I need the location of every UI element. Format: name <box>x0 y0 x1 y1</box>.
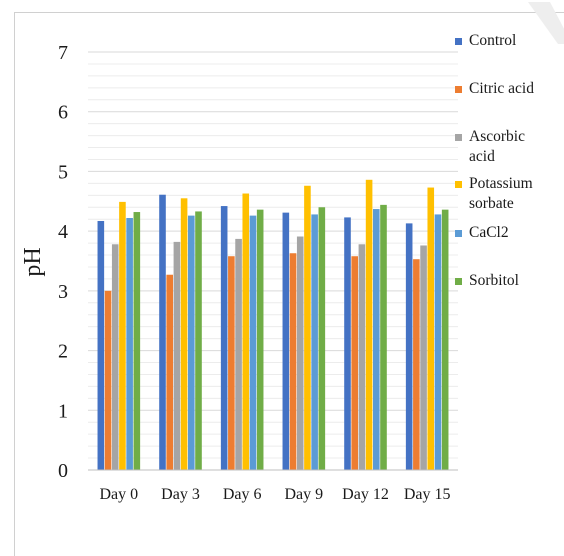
bar <box>282 212 290 471</box>
bar <box>380 204 387 470</box>
bar <box>159 194 166 470</box>
legend-item: Control <box>455 32 516 49</box>
y-axis-label: pH <box>20 247 46 276</box>
legend-item: Potassium sorbate <box>455 175 533 212</box>
bar <box>228 256 235 470</box>
bar <box>133 212 141 470</box>
bar <box>413 259 420 470</box>
y-tick-label: 6 <box>58 102 68 124</box>
legend: Control Citric acid Ascorbic acid Potassium s… <box>455 32 534 289</box>
legend-label: Potassium sorbate <box>469 175 533 212</box>
legend-swatch <box>455 86 462 93</box>
legend-label: Sorbitol <box>469 272 519 289</box>
y-axis-ticks: 0 1 2 3 4 5 6 7 <box>58 42 68 482</box>
bar <box>242 193 250 470</box>
watermark-logo <box>528 2 564 44</box>
bar <box>289 253 297 470</box>
bar <box>344 217 351 470</box>
bar <box>119 201 126 470</box>
y-tick-label: 3 <box>58 281 68 303</box>
legend-item: Ascorbic acid <box>455 128 525 165</box>
legend-item: Citric acid <box>455 80 534 97</box>
x-tick-label: Day 15 <box>404 486 451 503</box>
frame-border-left <box>14 12 15 556</box>
bar <box>405 223 413 470</box>
legend-swatch <box>455 181 462 188</box>
bar <box>180 198 188 471</box>
bar <box>195 211 202 471</box>
bar <box>173 241 181 470</box>
bar <box>111 244 119 470</box>
y-tick-label: 5 <box>58 161 68 183</box>
bar <box>256 209 264 470</box>
bar <box>420 245 427 470</box>
x-tick-label: Day 3 <box>161 486 200 503</box>
bar <box>249 215 257 470</box>
bar <box>304 185 311 470</box>
legend-label: Control <box>469 32 516 49</box>
legend-swatch <box>455 134 462 141</box>
bar <box>434 214 442 470</box>
bar <box>311 214 318 470</box>
legend-label: Ascorbic acid <box>469 128 525 165</box>
y-tick-label: 1 <box>58 400 68 422</box>
bar <box>351 256 358 470</box>
x-tick-label: Day 0 <box>100 486 139 503</box>
x-tick-label: Day 9 <box>285 486 324 503</box>
legend-label: CaCl2 <box>469 224 509 241</box>
legend-label: Citric acid <box>469 80 534 97</box>
y-tick-label: 0 <box>58 460 68 482</box>
bar <box>104 290 112 470</box>
bar <box>427 187 435 470</box>
bar <box>441 209 449 470</box>
bar <box>235 238 242 470</box>
bar <box>126 218 133 470</box>
bar <box>358 244 366 470</box>
bar <box>365 179 373 470</box>
legend-swatch <box>455 38 462 45</box>
x-tick-label: Day 12 <box>342 486 389 503</box>
bars <box>97 179 449 471</box>
bar <box>373 209 380 470</box>
x-axis-ticks: Day 0 Day 3 Day 6 Day 9 Day 12 Day 15 <box>100 486 451 503</box>
y-tick-label: 7 <box>58 42 68 64</box>
bar <box>318 207 326 470</box>
bar <box>97 220 105 470</box>
legend-item: Sorbitol <box>455 272 519 289</box>
frame-border-top <box>14 12 564 13</box>
bar <box>188 215 195 470</box>
bar <box>296 236 304 470</box>
y-tick-label: 4 <box>58 221 68 243</box>
bar <box>220 206 228 470</box>
legend-swatch <box>455 230 462 237</box>
y-tick-label: 2 <box>58 341 68 363</box>
x-tick-label: Day 6 <box>223 486 262 503</box>
bar <box>166 274 173 470</box>
gridlines <box>88 51 458 459</box>
legend-item: CaCl2 <box>455 224 509 241</box>
legend-swatch <box>455 278 462 285</box>
